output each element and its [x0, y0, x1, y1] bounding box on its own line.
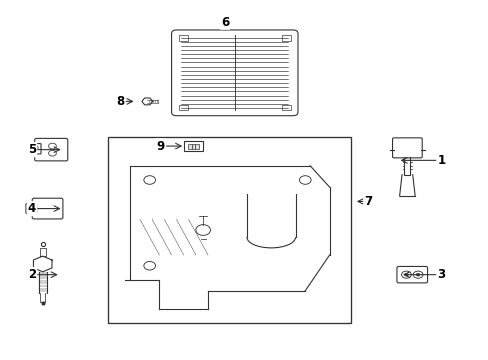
FancyBboxPatch shape	[32, 198, 63, 219]
FancyBboxPatch shape	[392, 138, 421, 158]
Bar	[187, 144, 191, 149]
Text: 7: 7	[364, 195, 372, 208]
Text: 9: 9	[157, 140, 164, 153]
Bar	[282, 105, 290, 111]
FancyBboxPatch shape	[26, 203, 37, 213]
Bar	[191, 144, 195, 149]
Text: 2: 2	[28, 268, 36, 281]
FancyBboxPatch shape	[35, 138, 68, 161]
Text: 6: 6	[221, 15, 229, 28]
Text: 1: 1	[436, 154, 445, 167]
FancyBboxPatch shape	[396, 266, 427, 283]
FancyBboxPatch shape	[171, 30, 297, 116]
Bar	[282, 35, 290, 41]
Bar	[195, 144, 199, 149]
FancyBboxPatch shape	[184, 141, 202, 151]
Text: 4: 4	[28, 202, 36, 215]
Text: 8: 8	[116, 95, 124, 108]
FancyBboxPatch shape	[28, 144, 41, 154]
Text: 5: 5	[28, 143, 36, 156]
Bar	[179, 105, 187, 111]
Bar	[108, 137, 351, 323]
Text: 3: 3	[436, 268, 445, 281]
Circle shape	[404, 273, 407, 276]
Circle shape	[415, 273, 419, 276]
Bar	[179, 35, 187, 41]
